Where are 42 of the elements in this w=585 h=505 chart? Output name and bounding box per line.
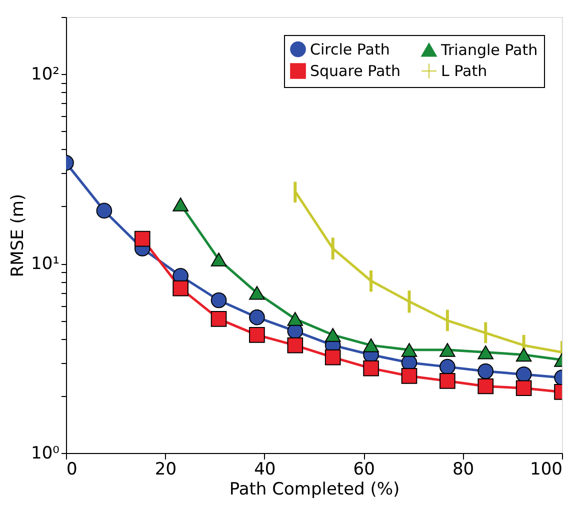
y-tick-label: 10² [31, 64, 60, 85]
y-tick-label: 10⁰ [31, 444, 60, 464]
x-tick-label: 60 [353, 460, 375, 480]
point [134, 230, 150, 247]
legend-label: Circle Path [310, 40, 390, 58]
legend-label: Triangle Path [440, 40, 538, 59]
point [478, 363, 494, 380]
point [516, 380, 532, 396]
x-tick-label: 0 [66, 460, 78, 480]
point [287, 337, 304, 354]
point [96, 202, 112, 219]
point [249, 286, 265, 300]
point [324, 328, 341, 342]
x-tick-label: 100 [530, 460, 562, 480]
point [324, 349, 341, 366]
legend-label: L Path [441, 62, 488, 80]
point [363, 360, 379, 376]
point [172, 198, 188, 212]
x-axis-title: Path Completed (%) [229, 480, 400, 500]
point [401, 342, 418, 357]
y-axis-title: RMSE (m) [8, 194, 28, 278]
y-tick-label: 10¹ [31, 254, 60, 274]
point [401, 368, 418, 384]
legend-label: Square Path [310, 62, 401, 80]
point [210, 292, 227, 308]
point [249, 326, 265, 343]
point [440, 358, 456, 375]
point [210, 311, 227, 327]
point [440, 373, 456, 389]
x-tick-label: 80 [452, 460, 474, 480]
point [516, 348, 532, 362]
point [516, 366, 532, 382]
x-tick-label: 40 [254, 460, 276, 480]
point [478, 345, 494, 360]
point [172, 280, 188, 296]
point [210, 252, 227, 266]
point [478, 378, 494, 394]
x-tick-label: 20 [154, 460, 177, 480]
point [249, 309, 265, 326]
point [287, 312, 304, 326]
point [363, 338, 379, 352]
point [440, 342, 456, 357]
